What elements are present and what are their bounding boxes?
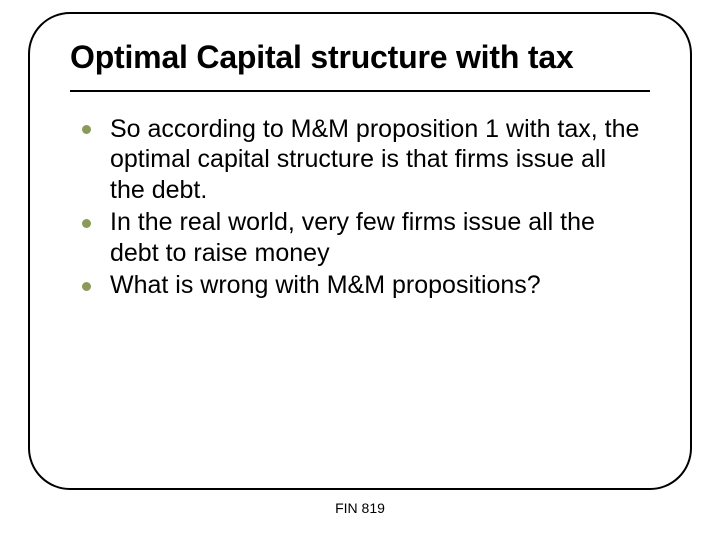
slide-frame: Optimal Capital structure with tax So ac… [28, 12, 692, 490]
list-item: So according to M&M proposition 1 with t… [78, 114, 646, 206]
list-item: What is wrong with M&M propositions? [78, 270, 646, 301]
list-item: In the real world, very few firms issue … [78, 207, 646, 268]
slide-title: Optimal Capital structure with tax [70, 40, 650, 76]
body-block: So according to M&M proposition 1 with t… [30, 92, 690, 301]
slide-footer: FIN 819 [0, 500, 720, 516]
title-block: Optimal Capital structure with tax [30, 14, 690, 84]
bullet-list: So according to M&M proposition 1 with t… [78, 114, 646, 301]
